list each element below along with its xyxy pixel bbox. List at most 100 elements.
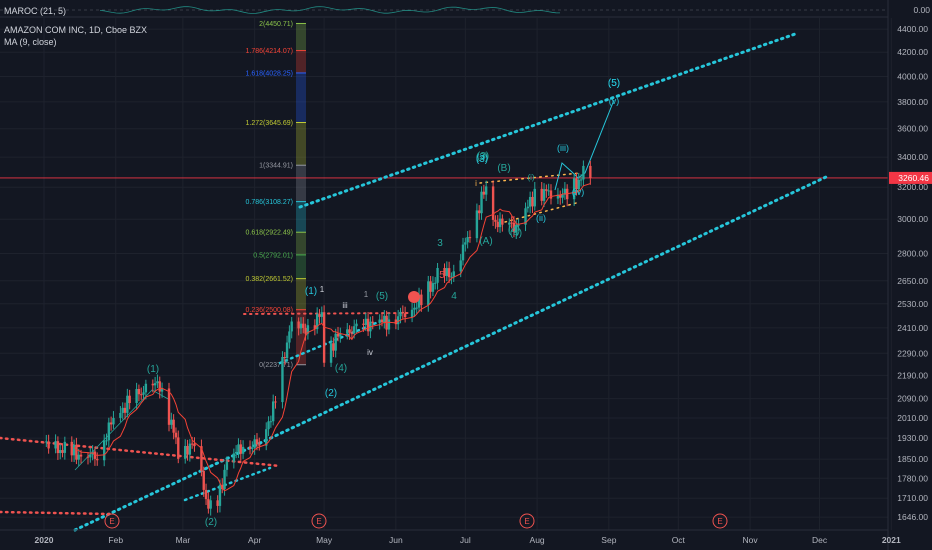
- candle-body: [269, 421, 273, 423]
- candle-body: [394, 319, 398, 325]
- candle-body: [320, 312, 323, 317]
- wave-label: (2): [205, 517, 217, 528]
- candle-body: [75, 444, 78, 460]
- oscillator-axis-bg: [888, 3, 932, 16]
- candle-body: [542, 189, 546, 201]
- candlestick-series: [45, 160, 592, 516]
- candle-body: [464, 242, 467, 245]
- alert-marker: [408, 291, 420, 303]
- wave-label: 3: [437, 238, 443, 249]
- candle-body: [547, 190, 550, 192]
- candle-body: [193, 443, 196, 447]
- fib-level-label: 0(2237.71): [259, 362, 293, 369]
- wave-label: E: [316, 517, 321, 526]
- candle-body: [334, 333, 337, 351]
- candle-body: [517, 224, 520, 226]
- candle-body: [72, 444, 76, 456]
- projection-path: [554, 99, 615, 191]
- fib-level-label: 0.236(2500.08): [246, 307, 293, 314]
- candle-body: [396, 316, 400, 325]
- earnings-marker: [311, 513, 327, 529]
- fib-zone: [296, 122, 306, 166]
- wave-path: [74, 389, 171, 471]
- candle-body: [410, 309, 414, 318]
- chart-grid: [0, 6, 892, 530]
- candle-body: [248, 446, 252, 449]
- candle-body: [96, 458, 99, 461]
- y-tick-label: 1850.00: [897, 454, 928, 464]
- candle-body: [589, 165, 592, 178]
- candle-body: [420, 294, 423, 306]
- range-top-line: [479, 172, 581, 184]
- candle-body: [478, 210, 481, 214]
- wave-label: 1: [364, 290, 369, 299]
- wave-label: i: [475, 179, 477, 188]
- x-tick-label: Sep: [601, 535, 616, 545]
- ma-label: MA (9, close): [4, 37, 57, 47]
- oscillator-value: 0.00: [913, 5, 930, 15]
- candle-body: [399, 311, 402, 317]
- candle-body: [267, 421, 270, 430]
- candle-body: [209, 500, 212, 509]
- candle-body: [434, 282, 437, 284]
- y-tick-label: 1780.00: [897, 473, 928, 483]
- candle-body: [121, 407, 124, 413]
- candle-body: [153, 383, 157, 386]
- fib-retracement[interactable]: 2(4450.71) 1.786(4214.07) 1.618(4028.25) 1.…: [246, 21, 306, 369]
- y-tick-label: 4400.00: [897, 24, 928, 34]
- y-tick-label: 3400.00: [897, 152, 928, 162]
- candle-body: [577, 179, 580, 190]
- candle-body: [281, 356, 284, 403]
- candle-body: [172, 419, 175, 433]
- fib-zone: [296, 254, 306, 279]
- candle-body: [177, 437, 180, 459]
- candle-body: [515, 224, 518, 233]
- fib-zone: [296, 309, 306, 365]
- candle-body: [429, 281, 432, 292]
- candle-body: [545, 189, 548, 191]
- fib-0236-extension: [243, 312, 411, 315]
- candle-body: [45, 441, 48, 443]
- candle-body: [258, 444, 261, 446]
- x-tick-label: Oct: [672, 535, 686, 545]
- current-price-text: 3260.46: [898, 173, 929, 183]
- candle-body: [531, 196, 534, 207]
- fib-zone: [296, 165, 306, 202]
- candle-body: [218, 485, 222, 506]
- x-tick-label: Jul: [460, 535, 471, 545]
- candle-body: [274, 401, 277, 403]
- oscillator-line: [99, 6, 561, 14]
- candle-body: [348, 329, 351, 333]
- candle-body: [383, 315, 386, 323]
- candle-body: [271, 401, 275, 422]
- candle-body: [167, 388, 171, 425]
- fib-level-label: 0.382(2661.52): [246, 276, 293, 283]
- y-tick-label: 2650.00: [897, 276, 928, 286]
- candle-body: [105, 440, 108, 442]
- fib-level-label: 1(3344.91): [259, 163, 293, 170]
- candle-body: [77, 454, 80, 460]
- candle-body: [494, 219, 497, 222]
- candle-body: [459, 260, 462, 272]
- earnings-marker: [712, 513, 728, 529]
- candle-body: [491, 186, 495, 220]
- wave-label: E: [717, 517, 722, 526]
- candle-body: [306, 325, 310, 334]
- elliott-wave-labels: (1)(2)(3)(4)(5)(1)(2)(3)(4)(5)1iiiiv1345…: [104, 78, 728, 529]
- y-tick-label: 3000.00: [897, 214, 928, 224]
- candle-body: [202, 470, 205, 490]
- fib-zone: [296, 232, 306, 255]
- resistance-line-2: [0, 510, 112, 516]
- wave-label: (3): [476, 152, 488, 163]
- candle-body: [501, 218, 504, 225]
- wave-label: E: [109, 517, 114, 526]
- wave-label: (ii): [536, 213, 546, 223]
- x-tick-label: Jun: [389, 535, 403, 545]
- candle-body: [579, 179, 583, 181]
- candle-body: [137, 388, 141, 395]
- candle-body: [387, 319, 391, 330]
- y-tick-label: 2410.00: [897, 323, 928, 333]
- candle-body: [362, 323, 365, 325]
- y-tick-label: 2190.00: [897, 370, 928, 380]
